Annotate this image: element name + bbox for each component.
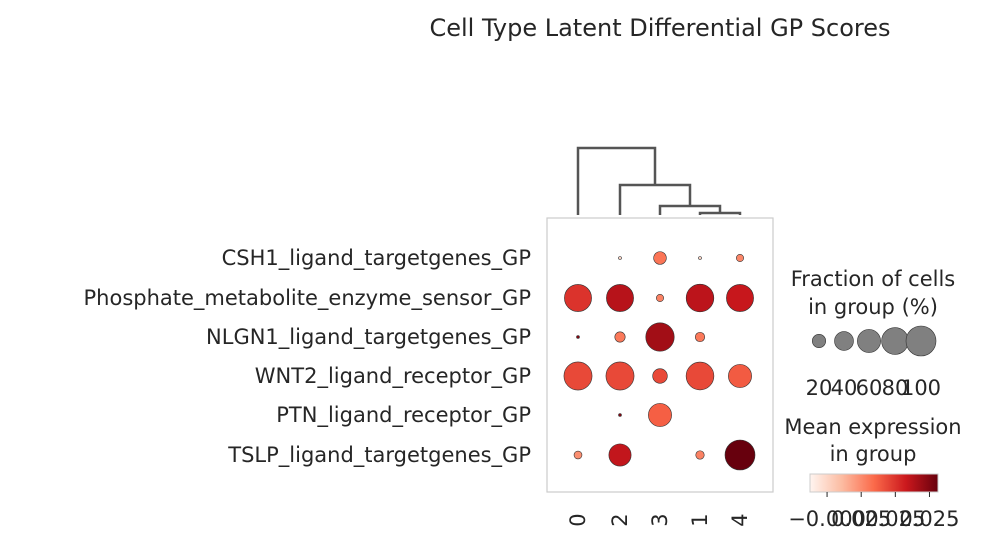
dot (648, 403, 672, 427)
dot (656, 294, 664, 302)
dot (576, 335, 580, 339)
column-label: 2 (608, 513, 632, 526)
color-legend-title-line1: Mean expression (784, 415, 961, 439)
colorbar-tick-label: 0.025 (831, 507, 891, 531)
size-legend-label: 60 (856, 376, 883, 400)
row-label: Phosphate_metabolite_enzyme_sensor_GP (84, 286, 532, 311)
column-label: 3 (648, 513, 672, 526)
column-label: 4 (728, 513, 752, 526)
dot (563, 361, 593, 391)
dendrogram-branch (698, 211, 742, 215)
colorbar-tick-label: −0.000 (788, 507, 866, 531)
colorbar-tick-label: 0.025 (899, 507, 959, 531)
size-legend-label: 40 (831, 376, 858, 400)
color-legend-title-line2: in group (830, 442, 917, 466)
column-label: 0 (566, 513, 590, 526)
colorbar-tick-label: 0.025 (865, 507, 925, 531)
row-label: PTN_ligand_receptor_GP (276, 403, 531, 428)
size-legend-title-line1: Fraction of cells (791, 267, 956, 291)
dendrogram-branch (618, 183, 692, 215)
dot (685, 361, 715, 391)
row-label: CSH1_ligand_targetgenes_GP (222, 246, 531, 271)
size-legend-title-line2: in group (%) (808, 295, 938, 319)
dot (645, 322, 675, 352)
dot (728, 364, 752, 388)
row-label: TSLP_ligand_targetgenes_GP (227, 443, 531, 468)
colorbar (809, 473, 939, 493)
size-legend-dot (834, 331, 854, 351)
dot (695, 450, 705, 460)
row-label: NLGN1_ligand_targetgenes_GP (206, 325, 531, 350)
dendrogram (576, 146, 742, 215)
dot (564, 284, 592, 312)
dot (573, 450, 583, 460)
dot (608, 443, 632, 467)
dot (653, 251, 667, 265)
dot (724, 439, 756, 471)
row-labels: CSH1_ligand_targetgenes_GP Phosphate_meta… (84, 246, 532, 468)
dot (694, 331, 706, 343)
color-legend: Mean expression in group −0.0000.0250.02… (784, 415, 961, 531)
size-legend-label: 100 (901, 376, 941, 400)
dot (736, 254, 744, 262)
column-labels: 0 2 3 1 4 (566, 513, 752, 526)
dot (614, 331, 626, 343)
dot (685, 283, 715, 313)
size-legend-label: 80 (882, 376, 909, 400)
dot (652, 368, 668, 384)
dot (726, 284, 754, 312)
size-legend-dot (881, 327, 909, 355)
size-legend-dot (857, 329, 881, 353)
size-legend-dot (905, 325, 937, 357)
dots (563, 251, 756, 471)
column-label: 1 (688, 513, 712, 526)
dendrogram-branch (576, 146, 657, 215)
dot (606, 284, 634, 312)
row-label: WNT2_ligand_receptor_GP (255, 364, 531, 389)
chart-title: Cell Type Latent Differential GP Scores (429, 14, 890, 42)
plot-frame (546, 217, 774, 493)
dot (605, 361, 635, 391)
dot (698, 256, 702, 260)
size-legend-label: 20 (806, 376, 833, 400)
dot (618, 256, 622, 260)
size-legend-dot (811, 333, 827, 349)
dot (618, 413, 622, 417)
